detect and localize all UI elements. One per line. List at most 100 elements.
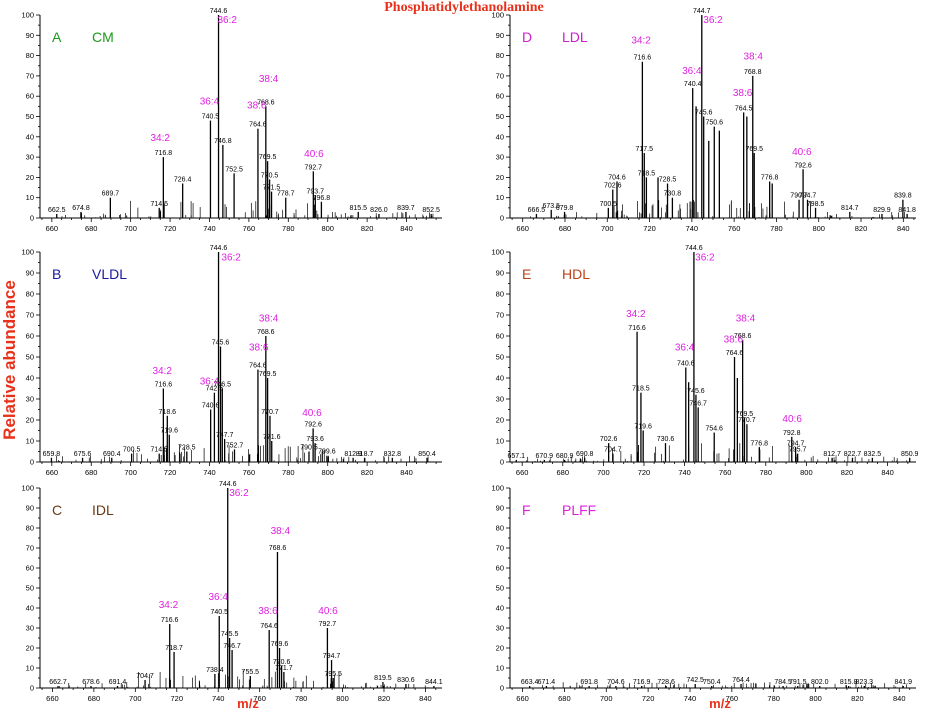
peak-label: 718.6 (159, 409, 177, 416)
x-tick-label: 720 (164, 224, 177, 233)
peak-label: 769.5 (259, 371, 277, 378)
peak-label: 716.6 (628, 325, 646, 332)
species-tag: 34:2 (152, 366, 172, 377)
species-tag: 38:6 (258, 606, 278, 617)
y-tick-label: 20 (496, 173, 504, 182)
peak-label: 674.8 (72, 205, 90, 212)
peak-label: 839.8 (894, 193, 912, 200)
y-tick-label: 80 (26, 51, 34, 60)
peak-label: 830.6 (397, 677, 415, 684)
peak-label: 755.5 (242, 669, 260, 676)
peak-label: 745.5 (221, 631, 239, 638)
peak-label: 671.4 (538, 679, 556, 686)
peak-label: 802.0 (811, 679, 829, 686)
x-tick-label: 720 (643, 224, 656, 233)
peak-label: 740.6 (202, 403, 220, 410)
peak-label: 744.6 (210, 8, 228, 15)
peak-label: 769.5 (736, 411, 754, 418)
figure-title: Phosphatidylethanolamine (384, 0, 543, 15)
peak-label: 662.5 (48, 207, 66, 214)
peak-label: 764.5 (735, 105, 753, 112)
y-tick-label: 70 (26, 311, 34, 320)
peak-label: 659.8 (43, 451, 61, 458)
y-tick-label: 50 (26, 112, 34, 121)
y-tick-label: 100 (491, 248, 504, 257)
species-tag: 38:4 (736, 313, 756, 324)
x-tick-label: 680 (88, 694, 101, 703)
peak-label: 728.5 (178, 445, 196, 452)
y-tick-label: 20 (26, 644, 34, 653)
y-tick-label: 70 (496, 544, 504, 553)
peak-label: 826.0 (370, 207, 388, 214)
species-tag: 36:2 (695, 252, 715, 263)
x-tick-label: 680 (558, 694, 571, 703)
species-tag: 40:6 (304, 149, 324, 160)
y-tick-label: 60 (26, 332, 34, 341)
panel-letter: B (52, 266, 61, 282)
peak-label: 784.5 (774, 679, 792, 686)
panel-name: PLFF (562, 502, 596, 518)
peak-label: 776.8 (761, 174, 779, 181)
peak-label: 829.9 (873, 207, 891, 214)
x-tick-label: 660 (516, 694, 529, 703)
y-tick-label: 20 (26, 173, 34, 182)
x-tick-label: 780 (282, 224, 295, 233)
y-tick-label: 30 (26, 624, 34, 633)
x-tick-label: 680 (559, 224, 572, 233)
peak-label: 792.7 (305, 164, 323, 171)
y-tick-label: 60 (496, 564, 504, 573)
peak-label: 714.5 (150, 201, 168, 208)
y-tick-label: 40 (26, 132, 34, 141)
peak-label: 792.7 (319, 621, 337, 628)
peak-label: 670.9 (536, 453, 554, 460)
peak-label: 702.6 (604, 183, 622, 190)
species-tag: 38:6 (249, 343, 269, 354)
species-tag: 40:6 (792, 147, 812, 158)
y-tick-label: 100 (21, 484, 34, 493)
peak-label: 690.8 (576, 451, 594, 458)
x-tick-label: 760 (243, 224, 256, 233)
peak-label: 716.6 (161, 617, 179, 624)
peak-label: 730.8 (664, 191, 682, 198)
x-tick-label: 820 (361, 468, 374, 477)
peak-label: 716.6 (155, 382, 173, 389)
peak-label: 745.6 (695, 110, 713, 117)
peak-label: 794.7 (323, 653, 341, 660)
panel-name: HDL (562, 266, 590, 282)
peak-label: 793.6 (306, 436, 324, 443)
x-tick-label: 760 (728, 224, 741, 233)
panel-letter: A (52, 29, 62, 45)
y-tick-label: 0 (30, 214, 34, 223)
peak-label: 793.7 (307, 189, 325, 196)
species-tag: 38:4 (259, 74, 279, 85)
peak-label: 832.5 (864, 451, 882, 458)
peak-label: 771.7 (275, 665, 293, 672)
y-tick-label: 60 (26, 92, 34, 101)
peak-label: 730.6 (657, 436, 675, 443)
y-tick-label: 50 (26, 584, 34, 593)
peak-label: 680.9 (556, 453, 574, 460)
x-tick-label: 840 (897, 224, 910, 233)
x-tick-label: 700 (124, 224, 137, 233)
y-tick-label: 60 (496, 332, 504, 341)
y-tick-label: 30 (496, 153, 504, 162)
peak-label: 744.7 (693, 8, 711, 15)
panel-letter: E (522, 266, 531, 282)
peak-label: 768.8 (744, 69, 762, 76)
x-tick-label: 800 (812, 224, 825, 233)
y-tick-label: 10 (496, 664, 504, 673)
peak-label: 764.6 (249, 363, 267, 370)
x-tick-label: 760 (719, 468, 732, 477)
x-tick-label: 780 (760, 468, 773, 477)
x-tick-label: 740 (203, 224, 216, 233)
species-tag: 40:6 (782, 414, 802, 425)
y-tick-label: 0 (500, 684, 504, 693)
peak-label: 700.5 (600, 201, 618, 208)
peak-label: 764.6 (726, 350, 744, 357)
y-tick-label: 40 (26, 604, 34, 613)
peak-label: 794.7 (799, 193, 817, 200)
peak-label: 850.4 (418, 451, 436, 458)
x-tick-label: 740 (678, 468, 691, 477)
peak-label: 746.7 (689, 400, 707, 407)
peak-label: 778.7 (277, 191, 295, 198)
